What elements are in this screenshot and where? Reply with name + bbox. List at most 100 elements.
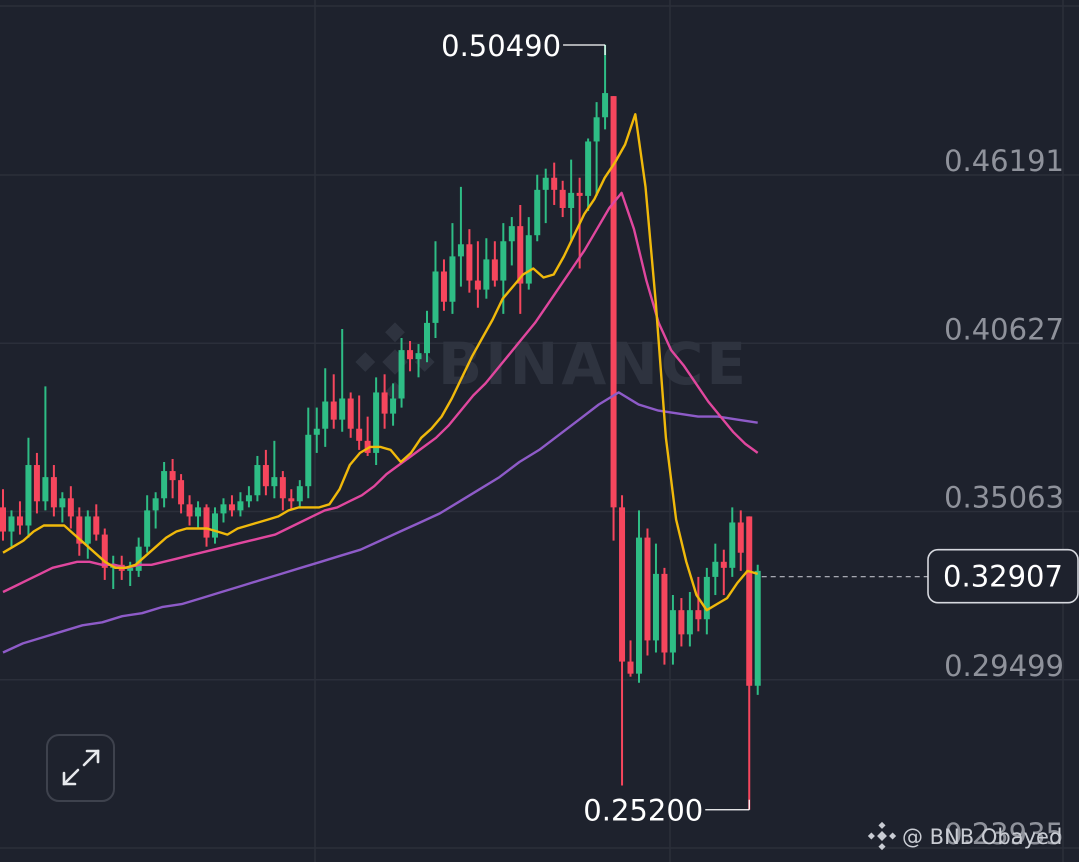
candle <box>305 407 312 499</box>
candle <box>279 471 286 511</box>
candle <box>59 492 66 523</box>
candle-body <box>415 353 422 360</box>
low-price-label: 0.25200 <box>583 794 703 828</box>
candle <box>322 368 329 447</box>
candle-body <box>602 93 609 118</box>
candle-body <box>729 522 736 568</box>
candle-body <box>542 177 549 190</box>
candle <box>254 455 261 502</box>
candle-body <box>237 501 244 511</box>
candle-body <box>508 226 515 242</box>
candle-body <box>593 117 600 142</box>
candle <box>339 328 346 432</box>
candle-body <box>551 177 558 190</box>
candle <box>602 44 609 130</box>
candle-body <box>67 498 74 517</box>
high-price-label: 0.50490 <box>441 29 561 63</box>
y-axis-labels: 0.46191 0.40627 0.35063 0.29499 0.23935 <box>944 144 1064 851</box>
candle-body <box>432 271 439 323</box>
current-price-label: 0.32907 <box>943 560 1063 594</box>
candle-body <box>186 504 193 517</box>
candle-body <box>339 398 346 420</box>
candle-body <box>407 350 414 360</box>
candle <box>0 489 6 541</box>
candle <box>313 407 320 453</box>
candle-body <box>669 610 676 653</box>
candle <box>729 507 736 577</box>
candle-body <box>483 259 490 290</box>
candle <box>457 186 464 287</box>
candle <box>84 510 91 559</box>
candle <box>296 480 303 508</box>
candle-body <box>424 322 430 354</box>
candle <box>237 492 244 517</box>
candle-body <box>288 498 295 502</box>
candle <box>491 241 498 287</box>
candle-body <box>228 504 235 511</box>
candle-body <box>84 516 91 544</box>
candle-body <box>42 477 49 502</box>
candle <box>101 528 108 580</box>
candle-body <box>652 573 659 641</box>
candle <box>50 465 57 517</box>
candle-body <box>279 477 286 499</box>
candle-body <box>220 504 227 514</box>
candle <box>271 440 278 499</box>
candle-body <box>585 141 592 196</box>
candle <box>619 495 626 786</box>
candle <box>220 498 227 523</box>
candle <box>508 217 515 266</box>
candle <box>330 374 337 429</box>
candle <box>161 461 168 508</box>
y-tick-label-3: 0.29499 <box>944 649 1064 683</box>
candle <box>737 510 744 571</box>
candle-body <box>135 546 142 571</box>
candle <box>686 592 693 647</box>
candle <box>712 543 719 596</box>
candle <box>228 495 235 517</box>
candle-body <box>703 576 710 620</box>
candle <box>42 386 49 511</box>
candle <box>551 162 558 205</box>
candle-body <box>144 510 151 547</box>
candle <box>703 567 710 635</box>
candle <box>466 229 473 293</box>
candle <box>152 492 159 529</box>
candle <box>93 504 100 541</box>
candle <box>517 204 524 314</box>
candle-body <box>245 495 252 502</box>
watermark-text: BINANCE <box>438 330 749 398</box>
candle-body <box>101 534 108 568</box>
candle-body <box>390 398 397 414</box>
author-credit: @ BNB Obayed <box>902 825 1062 849</box>
candle <box>440 259 447 311</box>
candle-body <box>559 189 566 208</box>
candle <box>347 392 354 438</box>
candle <box>288 489 295 511</box>
candle-body <box>195 507 202 517</box>
candle <box>568 159 575 242</box>
candle-body <box>330 401 337 420</box>
candle-body <box>525 235 532 284</box>
candle <box>754 564 761 695</box>
fullscreen-button[interactable] <box>46 734 115 802</box>
candle <box>212 507 218 544</box>
candle-body <box>440 271 447 302</box>
candle-body <box>466 244 473 281</box>
candle-body <box>50 477 57 508</box>
candle-body <box>737 522 744 553</box>
candle-body <box>686 610 693 635</box>
candle <box>720 549 727 596</box>
candle-body <box>178 480 185 505</box>
candle <box>407 341 414 372</box>
candle <box>67 486 74 529</box>
y-tick-label-2: 0.35063 <box>944 481 1064 515</box>
candle <box>669 595 676 665</box>
candle-body <box>169 471 176 481</box>
candle-body <box>76 516 83 544</box>
candle <box>186 495 193 526</box>
y-tick-label-1: 0.40627 <box>944 312 1064 346</box>
candle-body <box>576 192 583 196</box>
